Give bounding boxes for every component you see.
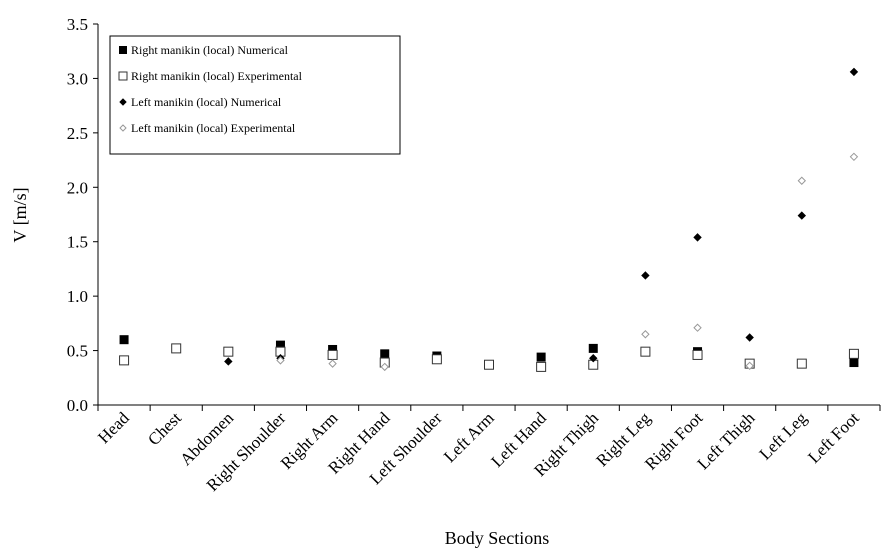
x-tick-label: Left Thigh (694, 408, 759, 473)
right-experimental-point (796, 358, 807, 369)
y-tick-label: 0.0 (67, 396, 88, 415)
y-tick-label: 3.5 (67, 15, 88, 34)
y-tick-label: 3.0 (67, 69, 88, 88)
right-experimental-point (536, 361, 547, 372)
left-numerical-point (589, 353, 598, 363)
left-experimental-point (641, 330, 650, 339)
legend-label-left-numerical: Left manikin (local) Numerical (131, 95, 282, 109)
right-experimental-point (171, 343, 182, 354)
left-numerical-point (797, 211, 807, 220)
left-numerical-point (849, 67, 859, 77)
y-axis-title: V [m/s] (10, 187, 30, 242)
x-axis (97, 404, 881, 411)
legend-marker-shape (119, 46, 127, 54)
right-experimental-point (848, 348, 859, 359)
legend: Right manikin (local) Numerical Right ma… (109, 35, 401, 155)
right-experimental-point (692, 349, 703, 360)
legend-label-right-experimental: Right manikin (local) Experimental (131, 69, 303, 83)
legend-box (109, 35, 401, 155)
left-experimental-point (849, 152, 859, 162)
right-experimental-point (431, 354, 442, 365)
y-tick-label: 1.0 (67, 287, 88, 306)
right-experimental-point (119, 355, 130, 366)
right-numerical-point (536, 352, 546, 362)
x-tick-label: Left Leg (755, 408, 811, 464)
left-experimental-point (276, 356, 285, 365)
x-tick-label: Chest (144, 408, 185, 449)
right-numerical-point (849, 358, 859, 368)
x-axis-title: Body Sections (445, 528, 550, 548)
y-axis (93, 23, 99, 406)
x-tick-label: Left Foot (804, 408, 863, 467)
legend-marker-left-numerical (119, 98, 127, 106)
left-experimental-point (693, 323, 702, 332)
right-experimental-point (223, 346, 234, 357)
right-experimental-point (484, 359, 494, 370)
y-tick-labels: 0.0 0.5 1.0 1.5 2.0 2.5 3.0 3.5 (67, 15, 88, 415)
left-experimental-point (328, 359, 337, 368)
legend-marker-right-experimental (118, 71, 128, 81)
legend-marker-shape (119, 124, 127, 132)
y-tick-label: 1.5 (67, 233, 88, 252)
legend-marker-left-experimental (119, 124, 127, 132)
left-experimental-point (380, 362, 389, 372)
left-experimental-point (797, 176, 807, 185)
legend-label-right-numerical: Right manikin (local) Numerical (131, 43, 289, 57)
legend-marker-right-numerical (119, 46, 127, 54)
legend-marker-shape (119, 98, 127, 106)
left-numerical-point (745, 333, 754, 342)
right-experimental-point (327, 349, 338, 360)
right-experimental-point (640, 346, 651, 357)
left-numerical-point (224, 357, 233, 366)
left-numerical-point (693, 233, 702, 242)
y-tick-label: 2.5 (67, 124, 88, 143)
data-points (119, 67, 859, 372)
left-numerical-point (641, 271, 650, 280)
left-experimental-point (745, 361, 754, 371)
y-tick-label: 2.0 (67, 178, 88, 197)
legend-marker-shape (118, 71, 128, 81)
right-numerical-point (119, 335, 129, 345)
right-numerical-point (588, 343, 598, 353)
legend-label-left-experimental: Left manikin (local) Experimental (131, 121, 296, 135)
y-tick-label: 0.5 (67, 342, 88, 361)
right-numerical-point (380, 349, 390, 359)
x-tick-label: Head (94, 408, 133, 447)
